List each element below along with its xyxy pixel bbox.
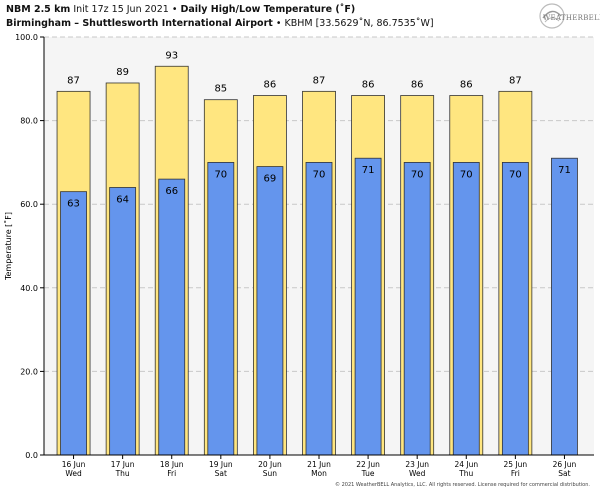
low-temp-bar	[452, 161, 480, 456]
low-temp-label: 64	[116, 194, 129, 205]
x-tick-label-weekday: Sun	[263, 469, 278, 478]
high-temp-label: 87	[67, 75, 80, 86]
low-temp-bar	[354, 157, 382, 456]
low-temp-label: 70	[411, 169, 424, 180]
x-tick-label-weekday: Wed	[65, 469, 82, 478]
weatherbell-logo-icon	[539, 3, 565, 29]
x-tick-label-date: 25 Jun	[504, 460, 528, 469]
x-tick-label-weekday: Fri	[167, 469, 176, 478]
bars	[56, 65, 578, 456]
x-tick-label-date: 21 Jun	[307, 460, 331, 469]
y-tick-label: 80.0	[20, 117, 38, 126]
logo-text: WEATHERBELL	[543, 14, 600, 22]
high-temp-label: 86	[411, 80, 424, 91]
high-temp-label: 86	[362, 80, 375, 91]
x-tick-label-weekday: Sat	[215, 469, 227, 478]
x-tick-label-date: 24 Jun	[454, 460, 478, 469]
y-tick-label: 60.0	[20, 200, 38, 209]
high-temp-label: 85	[214, 84, 227, 95]
x-tick-label-date: 19 Jun	[209, 460, 233, 469]
x-tick-label-weekday: Thu	[115, 469, 130, 478]
x-tick-label-date: 17 Jun	[111, 460, 135, 469]
low-temp-label: 71	[558, 165, 571, 176]
low-temp-bar	[158, 178, 186, 456]
low-temp-label: 70	[313, 169, 326, 180]
y-tick-label: 100.0	[15, 33, 38, 42]
y-axis-label: Temperature [˚F]	[3, 212, 13, 281]
high-temp-label: 86	[264, 80, 277, 91]
x-tick-label-date: 16 Jun	[62, 460, 86, 469]
low-temp-label: 66	[165, 186, 178, 197]
x-tick-label-weekday: Sat	[558, 469, 570, 478]
separator: •	[275, 18, 282, 29]
low-temp-label: 69	[264, 174, 277, 185]
x-tick-label-weekday: Tue	[361, 469, 375, 478]
chart-header-line-2: Birmingham – Shuttlesworth International…	[6, 18, 434, 29]
y-tick-label: 40.0	[20, 284, 38, 293]
init-time: Init 17z 15 Jun 2021	[73, 4, 169, 15]
location-name: Birmingham – Shuttlesworth International…	[6, 18, 273, 29]
low-temp-bar	[403, 161, 431, 456]
station-info: KBHM [33.5629˚N, 86.7535˚W]	[284, 18, 434, 29]
value-labels: 87 63 89 64 93 66 85 70 86 69 87 70 86 71 86 70 86 70 87 70…	[67, 50, 571, 209]
x-tick-label-weekday: Wed	[409, 469, 426, 478]
x-tick-label-weekday: Fri	[511, 469, 520, 478]
low-temp-label: 70	[509, 169, 522, 180]
x-tick-label-date: 26 Jun	[553, 460, 577, 469]
high-temp-label: 87	[313, 75, 326, 86]
copyright-footer: © 2021 WeatherBELL Analytics, LLC. All r…	[335, 482, 590, 488]
model-name: NBM 2.5 km	[6, 4, 71, 15]
low-temp-bar	[305, 161, 333, 456]
separator: •	[171, 4, 178, 15]
x-tick-label-weekday: Thu	[458, 469, 473, 478]
low-temp-label: 71	[362, 165, 375, 176]
low-temp-bar	[256, 166, 284, 456]
low-temp-bar	[551, 157, 578, 456]
x-tick-label-date: 23 Jun	[405, 460, 429, 469]
low-temp-label: 63	[67, 199, 80, 210]
product-name: Daily High/Low Temperature (˚F)	[180, 4, 356, 15]
low-temp-label: 70	[214, 169, 227, 180]
y-axis: 0.0 20.0 40.0 60.0 80.0 100.0	[15, 33, 44, 460]
low-temp-label: 70	[460, 169, 473, 180]
low-temp-bar	[60, 191, 87, 456]
low-temp-bar	[109, 187, 137, 456]
y-tick-label: 0.0	[25, 451, 38, 460]
low-temp-bar	[207, 161, 235, 456]
x-tick-label-date: 22 Jun	[356, 460, 380, 469]
x-tick-label-date: 18 Jun	[160, 460, 184, 469]
x-tick-label-weekday: Mon	[311, 469, 327, 478]
y-tick-label: 20.0	[20, 367, 38, 376]
high-temp-label: 86	[460, 80, 473, 91]
high-temp-label: 87	[509, 75, 522, 86]
x-tick-label-date: 20 Jun	[258, 460, 282, 469]
high-temp-label: 89	[116, 67, 129, 78]
high-temp-label: 93	[165, 50, 178, 61]
low-temp-bar	[501, 161, 529, 456]
chart-header-line-1: NBM 2.5 km Init 17z 15 Jun 2021 • Daily …	[6, 4, 355, 15]
